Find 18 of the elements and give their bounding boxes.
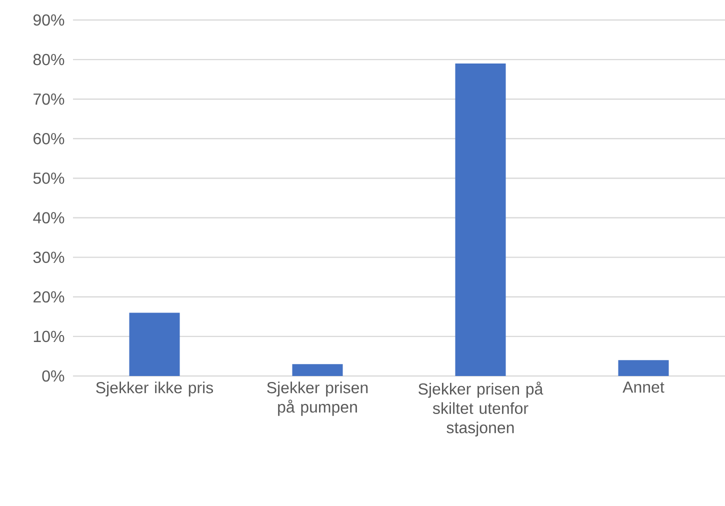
x-tick-label: Sjekker ikke pris bbox=[96, 382, 214, 397]
y-tick-label: 10% bbox=[34, 330, 64, 342]
y-tick-label: 30% bbox=[33, 252, 64, 263]
y-tick-label: 90% bbox=[33, 14, 64, 26]
y-tick-label: 20% bbox=[34, 291, 64, 303]
x-tick-label: Sjekker prisen på skiltet utenfor stasjonen bbox=[418, 382, 544, 436]
y-tick-label: 50% bbox=[33, 172, 64, 184]
bar bbox=[292, 364, 343, 376]
y-tick-label: 0% bbox=[42, 370, 64, 382]
bar bbox=[618, 360, 669, 376]
y-tick-label: 40% bbox=[33, 212, 64, 224]
bar bbox=[455, 64, 506, 376]
y-tick-label: 70% bbox=[34, 93, 64, 105]
bar bbox=[129, 312, 180, 376]
y-tick-label: 60% bbox=[34, 133, 64, 144]
y-tick-label: 80% bbox=[33, 54, 64, 66]
x-tick-label: Sjekker prisen på pumpen bbox=[267, 382, 368, 416]
x-tick-label: Annet bbox=[622, 382, 664, 393]
